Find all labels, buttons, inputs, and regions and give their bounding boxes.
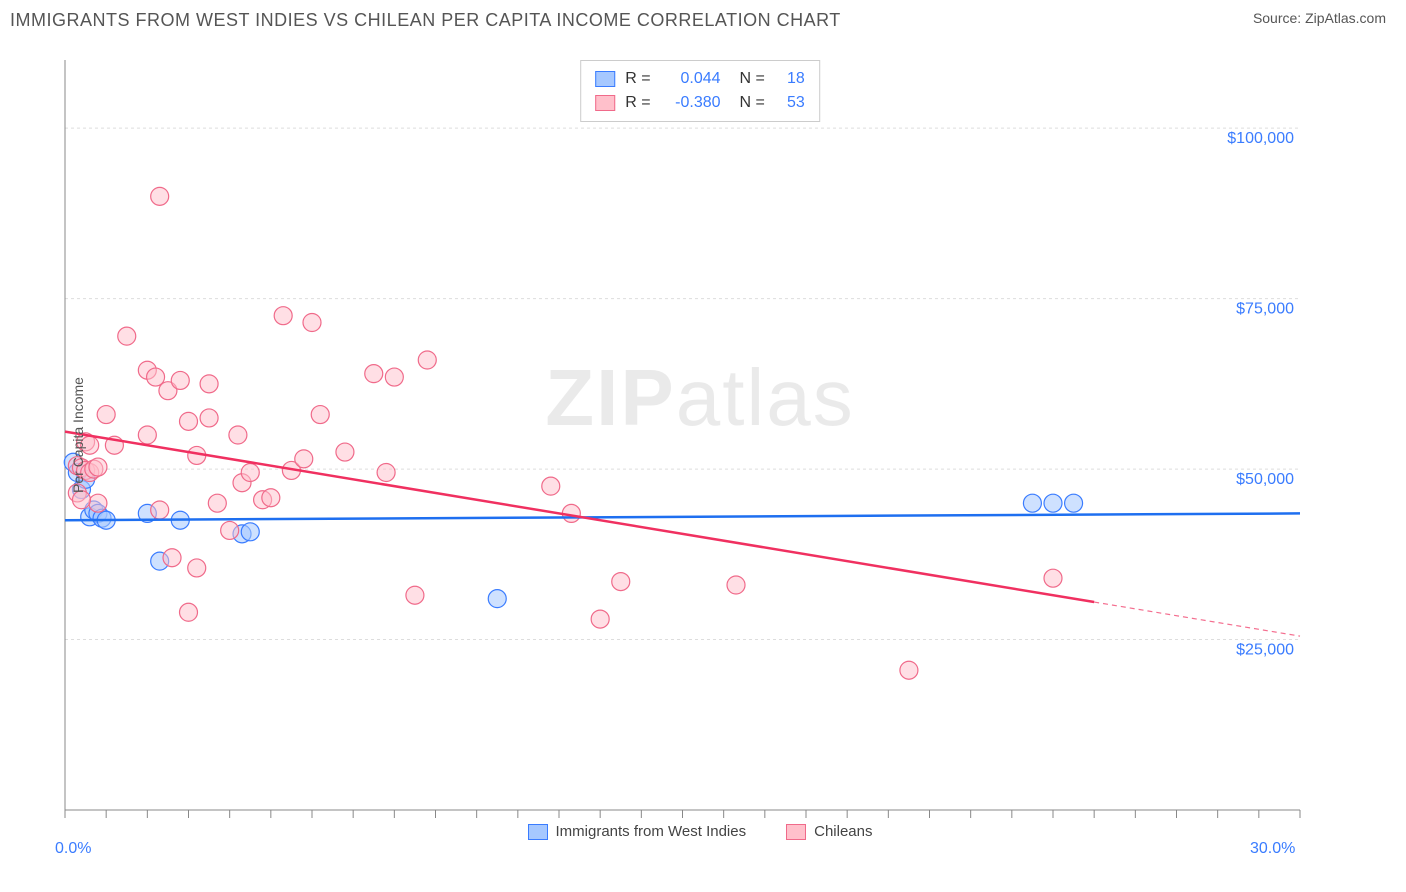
r-value: -0.380: [661, 91, 721, 115]
series-name: Chileans: [814, 823, 872, 840]
r-value: 0.044: [661, 67, 721, 91]
correlation-row: R = 0.044 N = 18: [595, 67, 805, 91]
n-label: N =: [731, 91, 765, 115]
n-label: N =: [731, 67, 765, 91]
y-axis-label: Per Capita Income: [70, 377, 86, 493]
n-value: 18: [775, 67, 805, 91]
svg-text:$25,000: $25,000: [1236, 642, 1294, 659]
source-attribution: Source: ZipAtlas.com: [1253, 10, 1386, 31]
series-legend-item: Immigrants from West Indies: [528, 823, 747, 840]
chart-container: Per Capita Income $25,000 $50,000 $75,000 $…: [50, 60, 1350, 810]
svg-text:$75,000: $75,000: [1236, 301, 1294, 318]
header: IMMIGRANTS FROM WEST INDIES VS CHILEAN P…: [0, 0, 1406, 36]
series-legend-item: Chileans: [786, 823, 872, 840]
correlation-legend: R = 0.044 N = 18 R = -0.380 N = 53: [580, 60, 820, 122]
legend-swatch: [595, 71, 615, 87]
svg-text:$50,000: $50,000: [1236, 471, 1294, 488]
scatter-chart: $25,000 $50,000 $75,000 $100,000: [50, 60, 1350, 850]
r-label: R =: [625, 67, 650, 91]
svg-text:$100,000: $100,000: [1227, 130, 1294, 147]
chart-title: IMMIGRANTS FROM WEST INDIES VS CHILEAN P…: [10, 10, 841, 31]
legend-swatch: [595, 95, 615, 111]
series-name: Immigrants from West Indies: [556, 823, 747, 840]
legend-swatch: [786, 824, 806, 840]
series-legend: Immigrants from West Indies Chileans: [50, 823, 1350, 840]
r-label: R =: [625, 91, 650, 115]
n-value: 53: [775, 91, 805, 115]
correlation-row: R = -0.380 N = 53: [595, 91, 805, 115]
legend-swatch: [528, 824, 548, 840]
